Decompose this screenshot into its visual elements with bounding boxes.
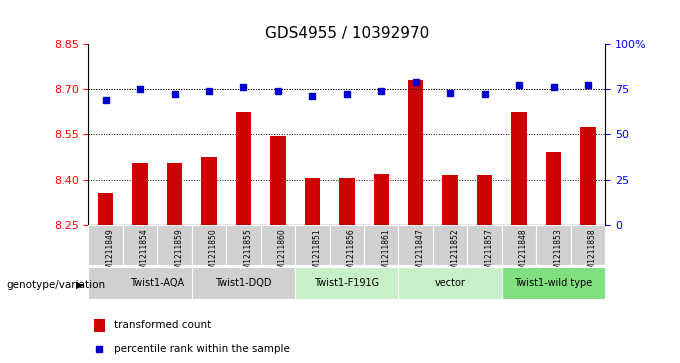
Text: GSM1211857: GSM1211857 bbox=[485, 228, 494, 279]
Text: transformed count: transformed count bbox=[114, 321, 211, 330]
Text: GSM1211854: GSM1211854 bbox=[140, 228, 149, 279]
Bar bbox=[201, 157, 217, 225]
Text: Twist1-DQD: Twist1-DQD bbox=[215, 278, 272, 288]
Bar bbox=[226, 225, 260, 265]
Bar bbox=[157, 225, 192, 265]
Bar bbox=[502, 267, 605, 299]
Bar bbox=[467, 225, 502, 265]
Text: GSM1211853: GSM1211853 bbox=[554, 228, 562, 279]
Bar bbox=[339, 178, 354, 225]
Bar bbox=[94, 319, 105, 332]
Bar bbox=[98, 193, 114, 225]
Bar bbox=[511, 111, 527, 225]
Bar bbox=[123, 225, 157, 265]
Bar bbox=[373, 174, 389, 225]
Text: Twist1-wild type: Twist1-wild type bbox=[514, 278, 593, 288]
Bar bbox=[133, 163, 148, 225]
Text: Twist1-F191G: Twist1-F191G bbox=[314, 278, 379, 288]
Bar bbox=[398, 267, 502, 299]
Bar bbox=[260, 225, 295, 265]
Text: GSM1211849: GSM1211849 bbox=[105, 228, 115, 279]
Text: Twist1-AQA: Twist1-AQA bbox=[131, 278, 184, 288]
Bar bbox=[477, 175, 492, 225]
Bar bbox=[537, 225, 571, 265]
Text: GSM1211859: GSM1211859 bbox=[175, 228, 184, 279]
Bar bbox=[443, 175, 458, 225]
Bar bbox=[502, 225, 537, 265]
Bar bbox=[305, 178, 320, 225]
Bar bbox=[580, 127, 596, 225]
Bar bbox=[546, 152, 561, 225]
Bar bbox=[295, 225, 330, 265]
Text: genotype/variation: genotype/variation bbox=[7, 280, 106, 290]
Bar bbox=[167, 163, 182, 225]
Text: GSM1211861: GSM1211861 bbox=[381, 228, 390, 279]
Text: GSM1211855: GSM1211855 bbox=[243, 228, 252, 279]
Bar bbox=[88, 225, 123, 265]
Text: vector: vector bbox=[435, 278, 466, 288]
Bar bbox=[398, 225, 433, 265]
Text: GSM1211852: GSM1211852 bbox=[450, 228, 459, 279]
Text: GSM1211860: GSM1211860 bbox=[278, 228, 287, 279]
Bar bbox=[192, 267, 295, 299]
Text: GSM1211848: GSM1211848 bbox=[519, 228, 528, 279]
Text: GSM1211847: GSM1211847 bbox=[415, 228, 425, 279]
Bar bbox=[88, 267, 226, 299]
Bar bbox=[270, 136, 286, 225]
Text: GSM1211851: GSM1211851 bbox=[312, 228, 322, 279]
Text: ▶: ▶ bbox=[75, 280, 84, 290]
Bar bbox=[571, 225, 605, 265]
Bar bbox=[364, 225, 398, 265]
Bar bbox=[192, 225, 226, 265]
Text: GSM1211856: GSM1211856 bbox=[347, 228, 356, 279]
Bar bbox=[330, 225, 364, 265]
Text: percentile rank within the sample: percentile rank within the sample bbox=[114, 344, 290, 354]
Text: GSM1211850: GSM1211850 bbox=[209, 228, 218, 279]
Bar bbox=[433, 225, 467, 265]
Title: GDS4955 / 10392970: GDS4955 / 10392970 bbox=[265, 26, 429, 41]
Text: GSM1211858: GSM1211858 bbox=[588, 228, 597, 279]
Bar bbox=[236, 111, 251, 225]
Bar bbox=[408, 80, 424, 225]
Bar bbox=[295, 267, 398, 299]
